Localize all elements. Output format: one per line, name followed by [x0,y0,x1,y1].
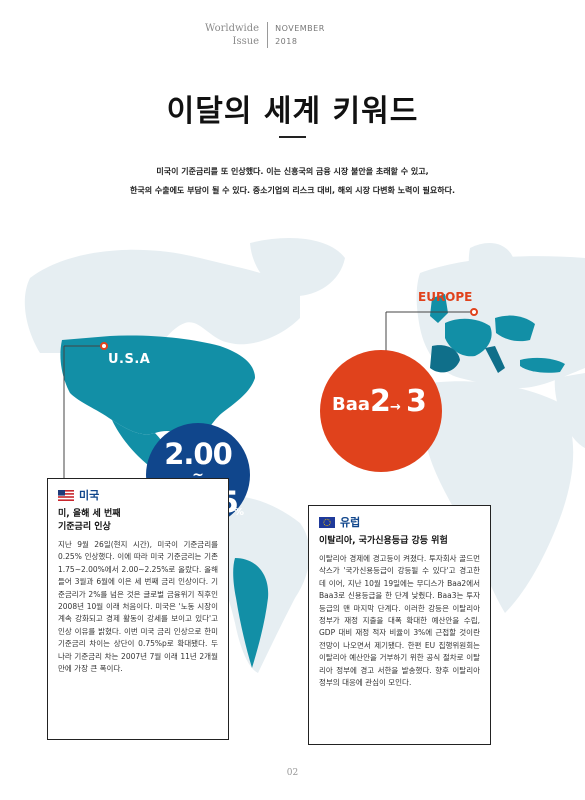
issue-month: NOVEMBER [275,24,325,33]
middle-east-land [554,373,585,448]
north-america-land [24,249,301,353]
intro-text: 미국이 기준금리를 또 인상했다. 이는 신흥국의 금융 시장 불안을 초래할 … [0,162,585,200]
grade-prefix: Baa [332,394,371,415]
eastern-europe-shape [495,315,535,342]
us-country-label: 미국 [79,489,100,502]
issue-year: 2018 [275,37,298,46]
us-headline: 미, 올해 세 번째 기준금리 인상 [58,508,218,534]
us-headline-line-1: 미, 올해 세 번째 [58,509,121,519]
usa-location-pin [100,342,108,350]
africa-land [423,381,574,613]
usa-label: U.S.A [108,352,151,367]
scandinavia-land [468,243,515,300]
eu-body-text: 이탈리아 경제에 경고등이 켜졌다. 투자회사 골드먼삭스가 '국가신용등급이 … [319,554,480,688]
series-line-2: Issue [232,36,260,47]
europe-location-pin [470,308,478,316]
us-headline-line-2: 기준금리 인상 [58,522,111,532]
intro-line-2: 한국의 수출에도 부담이 될 수 있다. 중소기업의 리스크 대비, 해외 시장… [129,186,455,195]
iberia-shape [430,345,460,373]
greenland-land [250,238,345,297]
italy-shape [485,346,505,373]
intro-line-1: 미국이 기준금리를 또 인상했다. 이는 신흥국의 금융 시장 불안을 초래할 … [156,167,429,176]
eu-card-header: 유럽 [319,514,480,530]
grade-arrow-icon: → [390,400,401,415]
page-title: 이달의 세계 키워드 [166,94,419,129]
eu-country-label: 유럽 [340,516,361,529]
title-divider [279,136,306,138]
europe-news-card: 유럽 이탈리아, 국가신용등급 강등 위험 이탈리아 경제에 경고등이 켜졌다.… [308,505,491,745]
series-name: Worldwide Issue [205,22,269,48]
grade-to: 3 [406,384,427,419]
rate-tilde: ~ [192,467,204,483]
eu-headline: 이탈리아, 국가신용등급 강등 위험 [319,536,448,546]
us-card-header: 미국 [58,487,218,503]
rate-from: 2.00 [164,437,233,471]
masthead: Worldwide Issue NOVEMBER 2018 [205,22,325,48]
turkey-shape [520,357,565,373]
south-america-highlight [233,558,269,668]
grade-from: 2 [370,384,391,419]
us-body-text: 지난 9월 26일(현지 시간), 미국이 기준금리를 0.25% 인상했다. … [58,540,218,674]
italy-grade-badge: Baa 2 → 3 [320,350,442,472]
eu-flag-icon [319,516,335,528]
western-europe-shape [445,318,492,357]
us-flag-icon [58,489,74,501]
page-number: 02 [286,768,299,778]
uk-shape [430,294,448,323]
us-news-card: 미국 미, 올해 세 번째 기준금리 인상 지난 9월 26일(현지 시간), … [47,478,229,740]
rate-unit: % [234,507,245,518]
europe-label: EUROPE [418,290,473,304]
usa-shape [60,335,255,443]
series-line-1: Worldwide [205,23,260,34]
issue-date: NOVEMBER 2018 [268,22,325,48]
